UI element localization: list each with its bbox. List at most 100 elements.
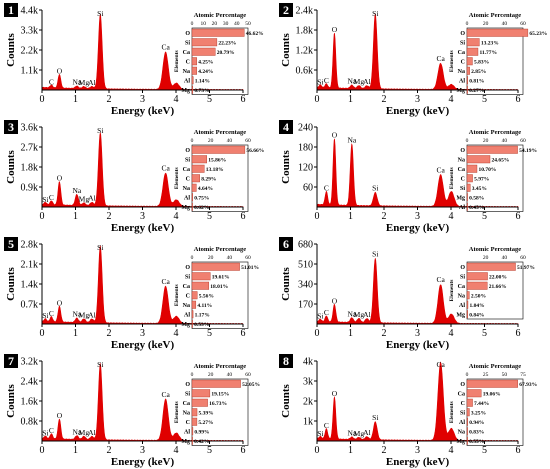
y-tick-label: 2k <box>303 397 313 408</box>
inset-bar-si <box>191 155 208 164</box>
inset-value-label: 51.97% <box>517 265 535 271</box>
x-tick-label: 1 <box>73 94 78 105</box>
inset-bar-si <box>466 183 471 192</box>
x-tick-label: 6 <box>516 445 521 456</box>
inset-bar-al <box>191 427 194 436</box>
inset-bar-al <box>466 300 469 309</box>
inset-tick-label: 40 <box>502 138 508 144</box>
x-tick-label: 5 <box>207 94 212 105</box>
peak-label-na: Na <box>347 135 356 144</box>
peak-label-ca: Ca <box>161 43 170 52</box>
peak-label-mg: Mg <box>354 310 365 319</box>
x-tick-label: 4 <box>174 94 179 105</box>
x-tick-label: 3 <box>415 211 420 222</box>
peak-label-si: Si <box>97 126 103 135</box>
inset-value-label: 4.25% <box>198 60 213 66</box>
x-tick-label: 1 <box>348 445 353 456</box>
peak-label-si: Si <box>97 9 103 18</box>
inset-tick-label: 0 <box>466 21 469 27</box>
peak-label-mg: Mg <box>354 77 365 86</box>
inset-bar-mg <box>466 193 468 202</box>
x-tick-label: 2 <box>382 94 387 105</box>
spectrum-area <box>316 361 519 442</box>
y-tick-label: 2.8k <box>21 240 39 251</box>
x-tick-label: 0 <box>40 94 45 105</box>
panel-badge <box>279 354 293 368</box>
inset-bar-mg <box>466 85 468 94</box>
spectrum-area <box>316 258 519 325</box>
inset-category-label: Al <box>184 79 190 85</box>
y-tick-label: 2.4k <box>296 6 314 17</box>
peak-label-mg: Mg <box>79 78 90 87</box>
inset-bar-mg <box>466 310 468 319</box>
panel-number: 1 <box>8 3 14 17</box>
peak-label-na: Na <box>347 429 356 438</box>
inset-category-label: Ca <box>458 392 465 398</box>
inset-bar-si <box>191 38 218 47</box>
inset-value-label: 1.17% <box>195 313 210 319</box>
inset-category-label: O <box>185 31 190 37</box>
inset-category-label: Na <box>458 294 465 300</box>
y-tick-label: 0.9k <box>21 183 39 194</box>
inset-tick-label: 0 <box>191 138 194 144</box>
inset-bar-ca <box>466 164 478 173</box>
panel-badge <box>4 3 18 17</box>
inset-bar-c <box>466 398 473 407</box>
inset-tick-label: 40 <box>227 138 233 144</box>
x-tick-label: 6 <box>241 211 246 222</box>
inset-tick-label: 25 <box>483 372 489 378</box>
inset-bar-na <box>191 66 197 75</box>
inset-bar-si <box>191 272 211 281</box>
y-tick-label: 1.4k <box>21 280 39 291</box>
inset-value-label: 5.83% <box>474 60 489 66</box>
peak-label-si: Si <box>97 243 103 252</box>
x-tick-label: 1 <box>73 445 78 456</box>
inset-tick-label: 40 <box>502 255 508 261</box>
x-tick-label: 5 <box>207 328 212 339</box>
inset-category-label: Al <box>459 79 465 85</box>
peak-label-o: O <box>332 130 338 139</box>
x-tick-label: 3 <box>140 94 145 105</box>
inset-value-label: 22.23% <box>218 41 236 47</box>
inset-tick-label: 20 <box>208 372 214 378</box>
inset-axis-title: Elements <box>449 401 455 423</box>
inset-bar-o <box>191 379 241 388</box>
inset-value-label: 15.86% <box>208 158 226 164</box>
inset-category-label: Al <box>459 303 465 309</box>
x-tick-label: 0 <box>40 211 45 222</box>
peak-label-ca: Ca <box>436 54 445 63</box>
inset-bar-mg <box>191 436 193 445</box>
x-axis-title: Energy (keV) <box>386 222 450 234</box>
y-tick-label: 680 <box>298 240 313 251</box>
x-tick-label: 4 <box>174 328 179 339</box>
inset-tick-label: 0 <box>191 372 194 378</box>
y-tick-label: 170 <box>298 300 313 311</box>
x-tick-label: 4 <box>449 328 454 339</box>
y-tick-label: 240 <box>298 123 313 134</box>
y-tick-label: 4.4k <box>21 6 39 17</box>
y-tick-label: 1.8k <box>296 26 314 37</box>
x-axis-title: Energy (keV) <box>386 339 450 351</box>
inset-value-label: 0.45% <box>469 205 484 211</box>
inset-value-label: 0.84% <box>469 313 484 319</box>
inset-value-label: 5.97% <box>474 177 489 183</box>
inset-value-label: 0.73% <box>194 88 209 94</box>
panel-badge <box>4 354 18 368</box>
peak-label-mg: Mg <box>79 194 90 203</box>
panel-number: 8 <box>283 354 289 368</box>
inset-value-label: 21.66% <box>489 284 507 290</box>
inset-tick-label: 40 <box>502 21 508 27</box>
inset-bar-ca <box>191 281 210 290</box>
inset-bar-o <box>466 145 518 154</box>
x-tick-label: 6 <box>516 94 521 105</box>
panel-badge <box>279 3 293 17</box>
inset-category-label: Ca <box>458 50 465 56</box>
peak-label-na: Na <box>72 186 81 195</box>
x-tick-label: 5 <box>482 445 487 456</box>
x-tick-label: 2 <box>382 211 387 222</box>
x-tick-label: 5 <box>482 211 487 222</box>
